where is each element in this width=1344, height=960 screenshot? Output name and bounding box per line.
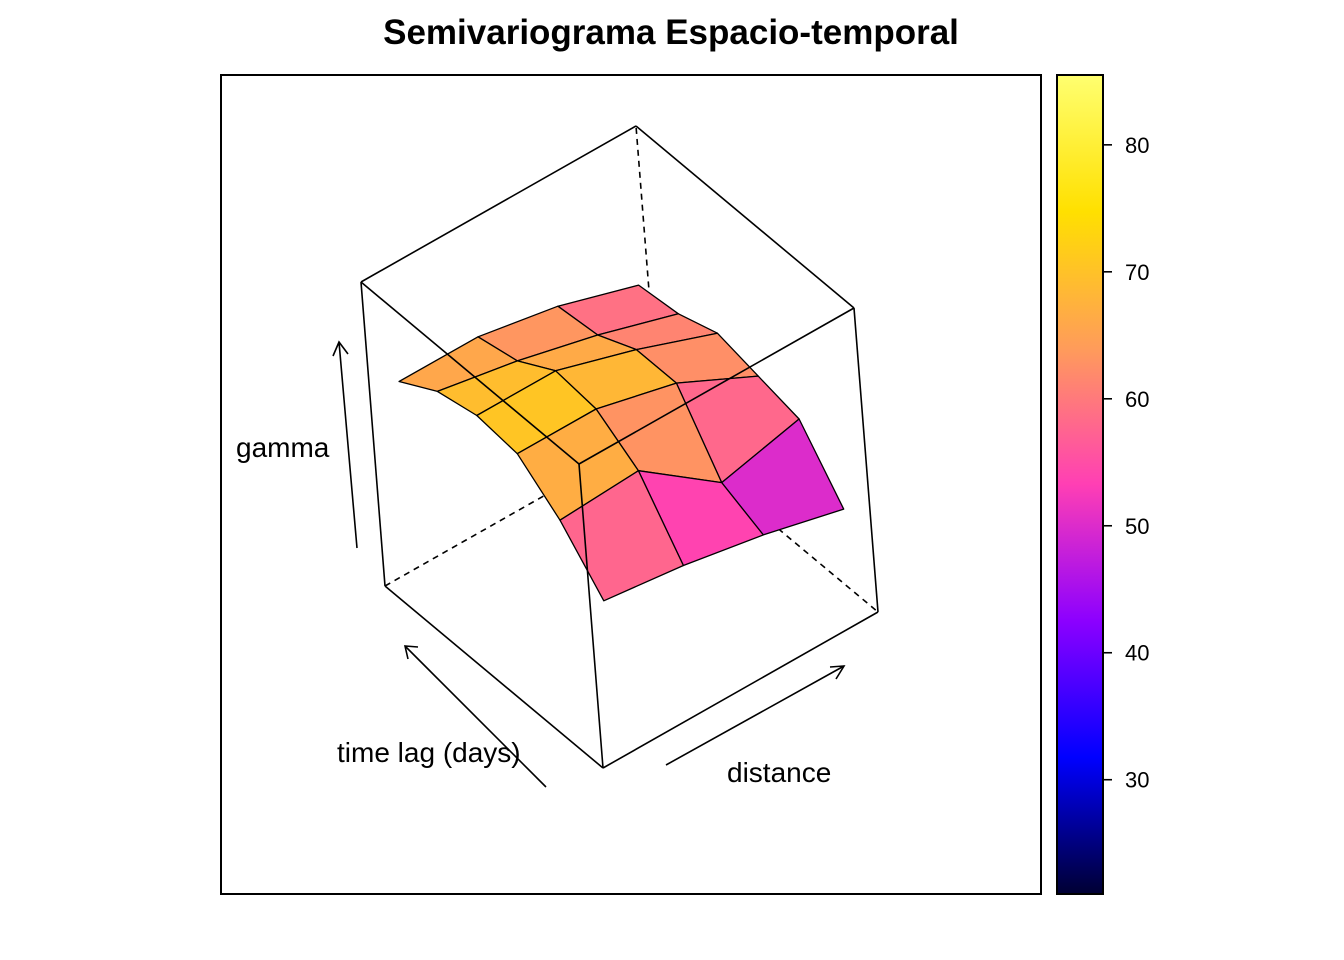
y-axis-arrow <box>403 645 547 788</box>
box-edge <box>360 281 580 465</box>
colorkey-tick-label: 70 <box>1125 260 1149 285</box>
box-edge <box>602 611 879 769</box>
z-axis-label: gamma <box>236 432 330 463</box>
colorkey-tick-label: 80 <box>1125 133 1149 158</box>
colorkey-ticks: 30 40 50 60 70 80 <box>1103 133 1149 793</box>
y-axis-label: time lag (days) <box>337 737 521 768</box>
plot-panel-border <box>220 74 1042 895</box>
bounding-box-front <box>360 125 879 769</box>
surface-wireframe <box>398 284 845 602</box>
surface-facet <box>559 470 685 602</box>
box-edge <box>360 125 637 283</box>
x-axis-label: distance <box>727 757 831 788</box>
box-edge <box>853 307 879 613</box>
box-edge-hidden <box>384 429 661 587</box>
box-edge <box>360 281 386 587</box>
box-edge <box>635 125 855 309</box>
colorkey-tick-label: 60 <box>1125 387 1149 412</box>
colorkey-tick-label: 30 <box>1125 768 1149 793</box>
x-axis-arrow <box>665 665 846 766</box>
colorkey-tick-label: 50 <box>1125 514 1149 539</box>
z-axis-arrow <box>332 340 358 549</box>
box-edge-hidden <box>635 125 661 431</box>
box-edge <box>578 463 604 769</box>
box-edge <box>578 307 855 465</box>
box-edge <box>384 585 604 769</box>
chart-title: Semivariograma Espacio-temporal <box>383 13 959 52</box>
colorkey-bar <box>1056 74 1104 895</box>
colorkey-tick-label: 40 <box>1125 641 1149 666</box>
